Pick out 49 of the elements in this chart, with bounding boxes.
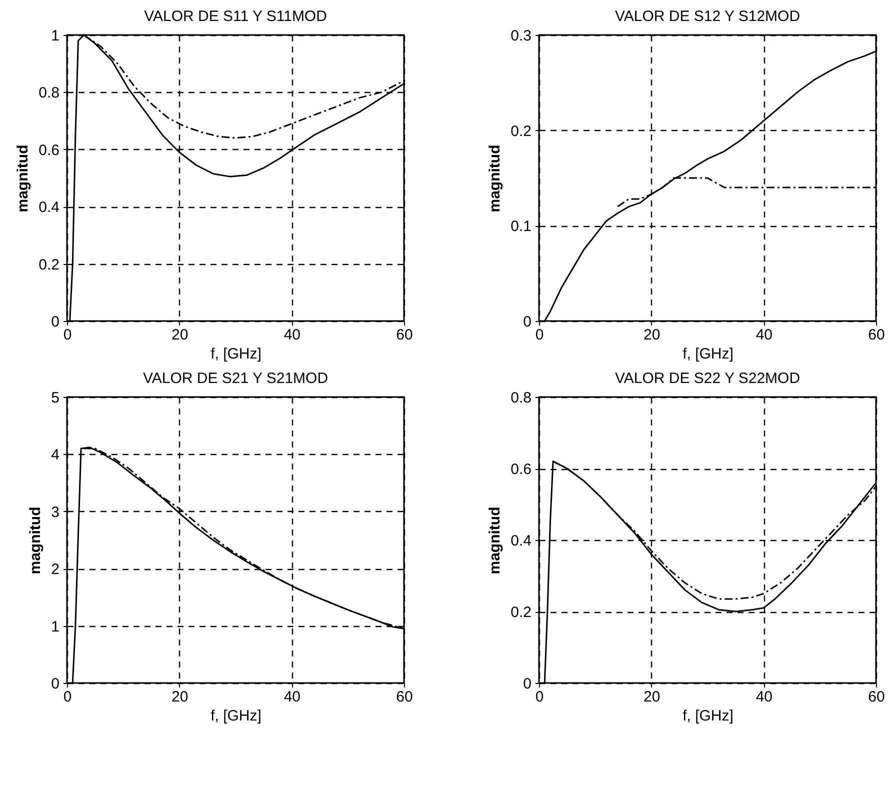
x-tick-label: 20 xyxy=(643,688,660,706)
x-tick-label: 0 xyxy=(63,326,72,344)
chart-title: VALOR DE S12 Y S12MOD xyxy=(614,8,800,25)
y-tick-label: 0.2 xyxy=(38,256,60,274)
y-tick-label: 0.1 xyxy=(510,218,532,236)
x-axis-title: f, [GHz] xyxy=(210,708,262,724)
y-tick-label: 0.8 xyxy=(38,84,60,102)
chart-title: VALOR DE S21 Y S21MOD xyxy=(142,370,328,387)
y-tick-label: 0.4 xyxy=(38,199,60,216)
y-tick-label: 4 xyxy=(51,446,60,464)
x-tick-label: 60 xyxy=(396,326,413,344)
y-tick-label: 1 xyxy=(51,28,60,44)
x-tick-label: 60 xyxy=(868,688,885,706)
y-tick-label: 5 xyxy=(51,390,60,406)
y-tick-label: 0.4 xyxy=(510,532,532,550)
y-axis-title: magnitud xyxy=(486,144,504,212)
chart-title: VALOR DE S11 Y S11MOD xyxy=(144,8,328,25)
y-tick-label: 0.3 xyxy=(510,28,532,44)
x-axis-title: f, [GHz] xyxy=(682,346,734,362)
y-tick-label: 1 xyxy=(51,618,60,636)
y-axis-title: magnitud xyxy=(486,506,504,574)
y-tick-label: 0.8 xyxy=(510,390,532,406)
y-tick-label: 0.2 xyxy=(510,604,532,621)
x-axis-title: f, [GHz] xyxy=(682,708,734,724)
y-tick-label: 0.6 xyxy=(38,142,60,159)
x-tick-label: 40 xyxy=(284,326,301,344)
x-tick-label: 60 xyxy=(868,326,885,344)
x-tick-label: 0 xyxy=(63,688,72,706)
x-tick-label: 40 xyxy=(756,326,773,344)
y-tick-label: 0 xyxy=(523,314,532,330)
x-tick-label: 0 xyxy=(535,326,544,344)
x-axis-title: f, [GHz] xyxy=(210,346,262,362)
y-tick-label: 2 xyxy=(51,561,60,578)
y-tick-label: 0.2 xyxy=(510,122,532,140)
x-tick-label: 40 xyxy=(284,688,301,706)
y-tick-label: 0.6 xyxy=(510,461,532,478)
x-tick-label: 0 xyxy=(535,688,544,706)
x-tick-label: 40 xyxy=(756,688,773,706)
x-tick-label: 20 xyxy=(171,326,188,344)
y-tick-label: 0 xyxy=(51,676,60,692)
y-tick-label: 3 xyxy=(51,504,60,521)
y-axis-title: magnitud xyxy=(14,144,32,212)
chart-title: VALOR DE S22 Y S22MOD xyxy=(614,370,800,387)
x-tick-label: 20 xyxy=(171,688,188,706)
x-tick-label: 60 xyxy=(396,688,413,706)
x-tick-label: 20 xyxy=(643,326,660,344)
y-tick-label: 0 xyxy=(523,676,532,692)
y-axis-title: magnitud xyxy=(27,506,44,574)
y-tick-label: 0 xyxy=(51,314,60,330)
